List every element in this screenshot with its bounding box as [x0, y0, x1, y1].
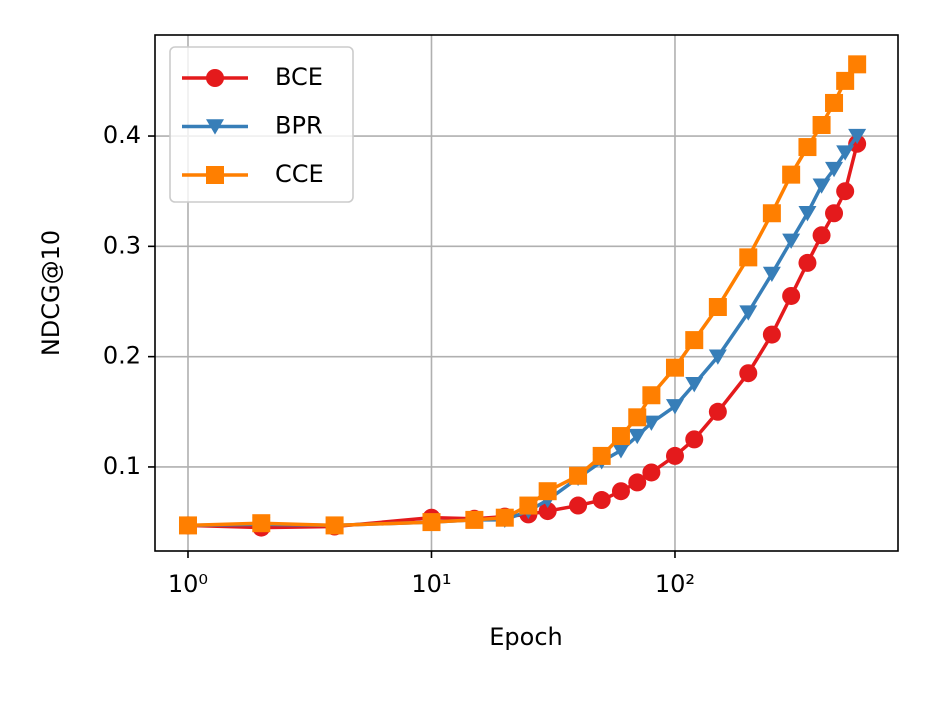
data-point — [762, 325, 781, 344]
data-point — [569, 466, 588, 485]
legend-label: BCE — [275, 63, 323, 91]
data-point — [782, 233, 801, 249]
data-point — [685, 377, 704, 393]
data-point — [611, 427, 630, 446]
data-point — [739, 364, 758, 383]
data-point — [465, 510, 484, 529]
data-point — [825, 204, 844, 223]
x-tick-label: 10⁰ — [168, 570, 208, 598]
data-point — [685, 331, 704, 350]
data-point — [836, 182, 855, 201]
data-point — [592, 446, 611, 465]
data-point — [836, 71, 855, 90]
x-axis-label: Epoch — [489, 623, 563, 651]
plot-frame — [154, 34, 899, 552]
data-point — [325, 516, 344, 535]
legend-marker — [206, 119, 224, 135]
data-point — [611, 482, 630, 501]
legend-label: BPR — [275, 112, 323, 140]
data-point — [739, 305, 758, 321]
data-point — [665, 446, 684, 465]
y-axis-label: NDCG@10 — [37, 230, 65, 356]
data-point — [519, 496, 538, 515]
data-point — [611, 443, 630, 459]
data-point — [825, 161, 844, 178]
data-point — [642, 463, 661, 482]
legend-marker — [206, 69, 224, 87]
data-point — [798, 253, 817, 272]
data-point — [665, 358, 684, 377]
data-point — [685, 430, 704, 449]
data-point — [422, 513, 441, 532]
data-point — [848, 55, 867, 74]
legend-marker — [206, 166, 224, 184]
data-point — [495, 508, 514, 527]
data-point — [538, 482, 557, 501]
data-point — [782, 286, 801, 305]
y-tick-label: 0.3 — [103, 231, 141, 259]
data-point — [762, 204, 781, 223]
data-point — [812, 226, 831, 245]
data-point — [762, 266, 781, 283]
y-tick-label: 0.2 — [103, 342, 141, 370]
legend-label: CCE — [275, 160, 324, 188]
data-point — [642, 386, 661, 405]
data-point — [798, 138, 817, 157]
data-point — [178, 516, 197, 535]
data-point — [812, 178, 831, 194]
data-point — [798, 206, 817, 222]
data-point — [665, 399, 684, 415]
data-point — [642, 415, 661, 431]
data-point — [836, 145, 855, 161]
plot-area — [178, 55, 867, 537]
data-point — [708, 402, 727, 421]
y-tick-label: 0.4 — [103, 121, 141, 149]
data-point — [592, 491, 611, 510]
data-point — [252, 514, 271, 533]
data-point — [538, 502, 557, 521]
legend-box — [169, 46, 354, 203]
data-point — [569, 496, 588, 515]
data-point — [848, 128, 867, 145]
y-tick-label: 0.1 — [103, 452, 141, 480]
data-point — [708, 349, 727, 365]
data-point — [825, 93, 844, 112]
data-point — [708, 298, 727, 317]
data-point — [782, 165, 801, 184]
x-tick-label: 10² — [655, 570, 695, 598]
data-point — [628, 408, 647, 427]
data-point — [628, 428, 647, 445]
x-tick-label: 10¹ — [411, 570, 451, 598]
data-point — [739, 248, 758, 267]
data-point — [628, 473, 647, 492]
data-point — [812, 116, 831, 135]
